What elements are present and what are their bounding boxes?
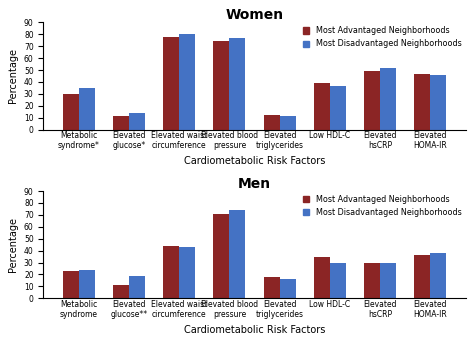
Bar xyxy=(314,83,330,130)
Bar xyxy=(213,214,229,298)
Bar xyxy=(113,117,129,130)
Bar xyxy=(314,257,330,298)
Bar xyxy=(79,88,95,130)
Bar xyxy=(264,277,280,298)
X-axis label: Cardiometabolic Risk Factors: Cardiometabolic Risk Factors xyxy=(184,325,325,335)
Bar xyxy=(113,285,129,298)
X-axis label: Cardiometabolic Risk Factors: Cardiometabolic Risk Factors xyxy=(184,156,325,166)
Title: Men: Men xyxy=(238,177,271,191)
Bar xyxy=(280,117,296,130)
Bar xyxy=(414,256,430,298)
Bar xyxy=(229,38,246,130)
Bar xyxy=(364,71,380,130)
Bar xyxy=(213,42,229,130)
Bar xyxy=(229,210,246,298)
Bar xyxy=(280,279,296,298)
Legend: Most Advantaged Neighborhoods, Most Disadvantaged Neighborhoods: Most Advantaged Neighborhoods, Most Disa… xyxy=(301,25,463,50)
Bar xyxy=(380,263,396,298)
Y-axis label: Percentage: Percentage xyxy=(9,48,18,104)
Title: Women: Women xyxy=(226,8,283,22)
Bar xyxy=(380,68,396,130)
Bar xyxy=(63,94,79,130)
Legend: Most Advantaged Neighborhoods, Most Disadvantaged Neighborhoods: Most Advantaged Neighborhoods, Most Disa… xyxy=(301,193,463,219)
Bar xyxy=(163,246,179,298)
Bar xyxy=(330,263,346,298)
Bar xyxy=(364,263,380,298)
Bar xyxy=(330,85,346,130)
Bar xyxy=(163,37,179,130)
Bar xyxy=(430,75,447,130)
Bar xyxy=(63,271,79,298)
Bar xyxy=(129,276,145,298)
Bar xyxy=(79,270,95,298)
Bar xyxy=(414,74,430,130)
Bar xyxy=(129,113,145,130)
Bar xyxy=(179,34,195,130)
Bar xyxy=(179,247,195,298)
Bar xyxy=(430,253,447,298)
Y-axis label: Percentage: Percentage xyxy=(9,217,18,272)
Bar xyxy=(264,115,280,130)
